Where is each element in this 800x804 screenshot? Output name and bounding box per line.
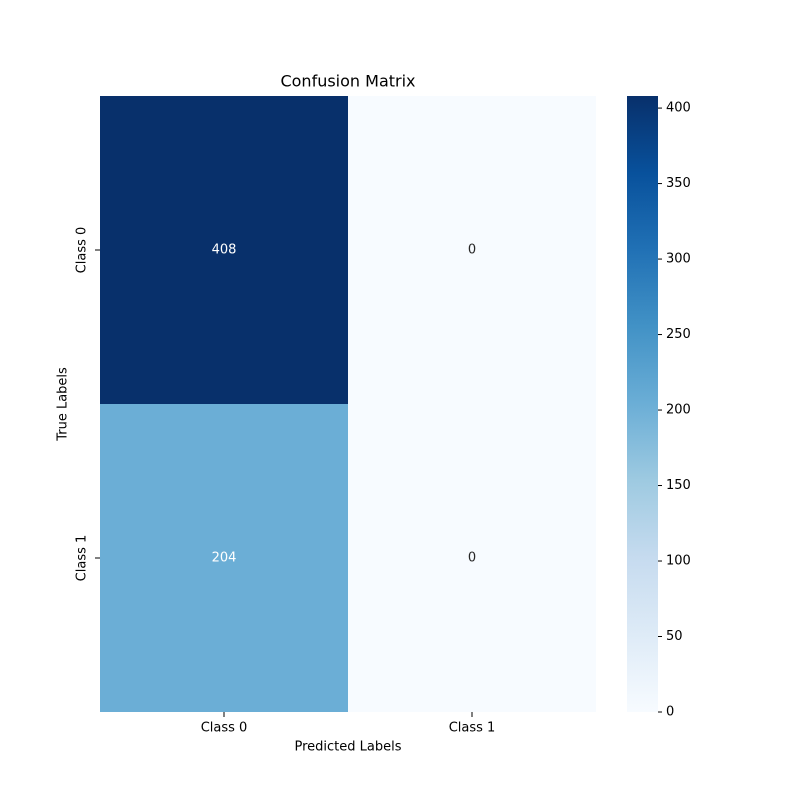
colorbar-tick-label: 100 (666, 554, 691, 569)
colorbar-tick-label: 250 (666, 327, 691, 342)
x-axis-label: Predicted Labels (294, 740, 401, 755)
colorbar-tick-label: 200 (666, 403, 691, 418)
colorbar-tick-label: 350 (666, 176, 691, 191)
y-tick-label: Class 0 (75, 227, 90, 274)
colorbar-tick-label: 150 (666, 478, 691, 493)
colorbar-tick-label: 50 (666, 629, 683, 644)
heatmap-cell (348, 96, 596, 404)
y-tick-label: Class 1 (75, 535, 90, 582)
heatmap-cell (348, 404, 596, 712)
x-tick-label: Class 0 (201, 721, 248, 736)
cell-label: 408 (212, 243, 237, 258)
x-tick-label: Class 1 (449, 721, 496, 736)
heatmap-cell (100, 96, 348, 404)
heatmap-cell (100, 404, 348, 712)
y-axis-label: True Labels (56, 367, 71, 442)
cell-label: 204 (212, 551, 237, 566)
chart-title: Confusion Matrix (280, 72, 415, 91)
colorbar (627, 96, 658, 712)
colorbar-tick-label: 0 (666, 705, 674, 720)
cell-label: 0 (468, 551, 476, 566)
colorbar-tick-label: 300 (666, 252, 691, 267)
colorbar-tick-label: 400 (666, 101, 691, 116)
cell-label: 0 (468, 243, 476, 258)
